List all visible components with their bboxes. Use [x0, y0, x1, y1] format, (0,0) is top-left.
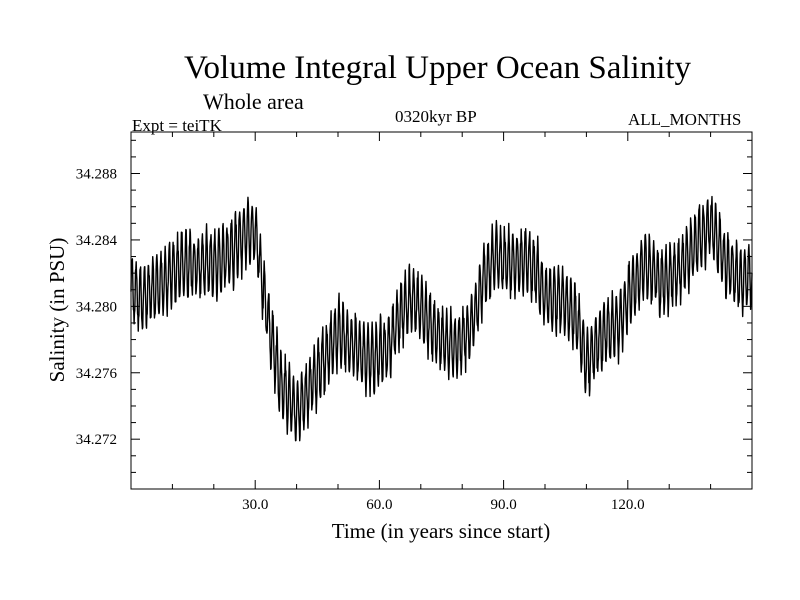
period-label: 0320kyr BP: [395, 107, 477, 126]
experiment-label: Expt = teiTK: [132, 116, 222, 135]
x-tick-label: 90.0: [490, 497, 516, 513]
y-tick-label: 34.272: [76, 432, 117, 448]
x-tick-label: 60.0: [366, 497, 392, 513]
plot-frame: [130, 131, 753, 490]
x-axis-ticks: 30.0 60.0 90.0 120.0: [171, 132, 712, 513]
y-tick-label: 34.276: [76, 366, 118, 382]
chart-subtitle: Whole area: [203, 89, 304, 114]
y-tick-label: 34.284: [76, 233, 118, 249]
y-axis-label: Salinity (in PSU): [45, 238, 69, 383]
y-tick-label: 34.288: [76, 167, 117, 183]
chart-title: Volume Integral Upper Ocean Salinity: [183, 50, 692, 86]
x-axis-label: Time (in years since start): [332, 519, 551, 543]
salinity-series-line: [130, 195, 753, 442]
x-tick-label: 120.0: [611, 497, 645, 513]
y-tick-label: 34.280: [76, 299, 117, 315]
months-label: ALL_MONTHS: [628, 110, 742, 129]
y-axis-ticks: 34.272 34.276 34.280 34.284 34.288: [76, 139, 752, 473]
x-tick-label: 30.0: [242, 497, 268, 513]
